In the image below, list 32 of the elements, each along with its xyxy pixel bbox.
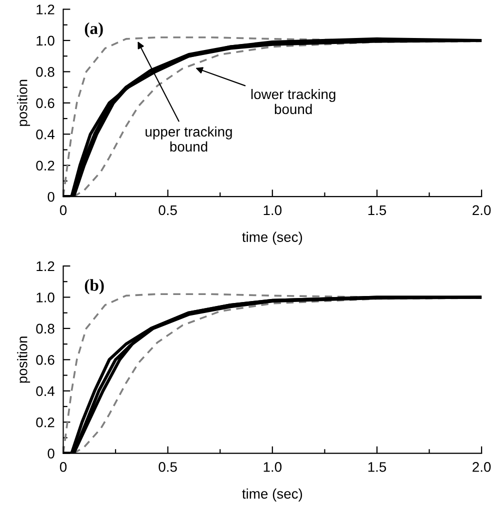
- text: 1.0: [264, 205, 282, 216]
- x-tick-label: 0: [60, 462, 67, 472]
- y-tick-label: 0.4: [36, 129, 55, 140]
- x-tick-label: 1.5: [368, 205, 386, 216]
- text: (a): [84, 22, 103, 38]
- text: 1.0: [36, 36, 54, 46]
- text: 1.0: [264, 462, 282, 472]
- x-tick-label: 1.5: [368, 462, 386, 472]
- x-tick-label: 0.5: [158, 462, 177, 472]
- y-tick-label: 0.2: [36, 160, 54, 171]
- x-tick-label: 0.5: [158, 205, 177, 216]
- y-tick-label: 0.8: [36, 67, 54, 77]
- x-axis-title: time (sec): [242, 232, 302, 245]
- text: (b): [84, 279, 104, 294]
- x-axis-title: time (sec): [242, 488, 302, 502]
- y-axis-title: position: [17, 336, 30, 383]
- x-tick-label: 0: [60, 205, 67, 216]
- y-tick-label: 0.2: [36, 417, 54, 428]
- y-tick-label: 0: [48, 192, 54, 202]
- y-tick-label: 0.6: [36, 355, 54, 365]
- y-tick-label: 1.2: [36, 4, 54, 14]
- y-tick-label: 0.4: [36, 386, 55, 396]
- annotation: upper tracking bound: [146, 126, 232, 152]
- text: 2.0: [472, 462, 491, 472]
- y-axis-title: position: [17, 80, 30, 126]
- annotation: lower tracking bound: [251, 88, 336, 114]
- y-tick-label: 0.8: [36, 324, 54, 334]
- y-tick-label: 1.2: [36, 261, 54, 272]
- text: 2.0: [472, 205, 491, 216]
- y-tick-label: 0.6: [36, 98, 54, 108]
- y-tick-label: 0: [48, 448, 54, 459]
- text: 1.0: [36, 292, 54, 302]
